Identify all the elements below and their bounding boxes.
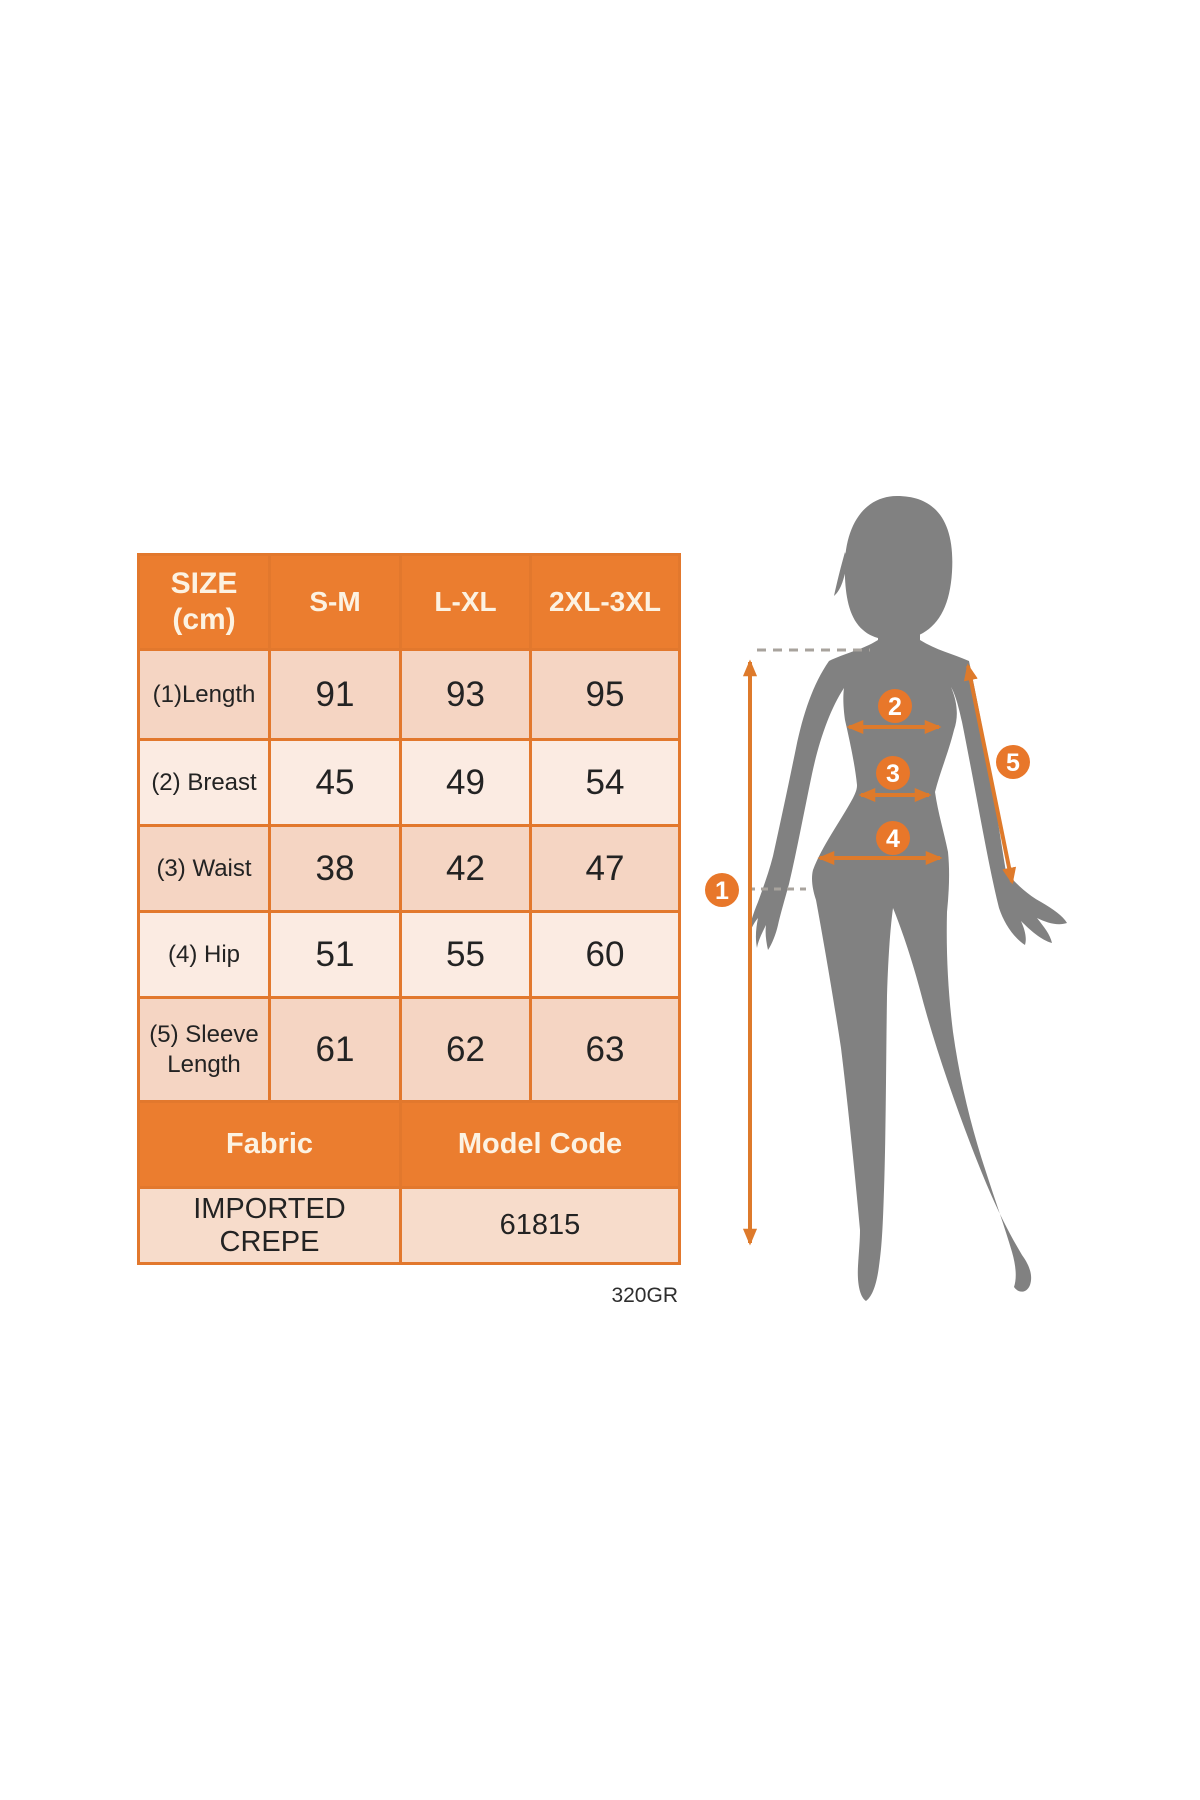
table-footer-data-row: IMPORTED CREPE 61815 — [137, 1186, 681, 1265]
measure-label: (3) Waist — [137, 824, 271, 913]
measure-label: (4) Hip — [137, 910, 271, 999]
measure-label: (2) Breast — [137, 738, 271, 827]
marker-3: 3 — [876, 756, 910, 790]
measure-value: 45 — [268, 738, 402, 827]
fabric-value: IMPORTED CREPE — [137, 1186, 402, 1265]
marker-circle — [996, 745, 1030, 779]
table-row-breast: (2) Breast 45 49 54 — [137, 738, 681, 827]
marker-circle — [876, 756, 910, 790]
measure-value: 38 — [268, 824, 402, 913]
column-header-2xl3xl: 2XL-3XL — [529, 553, 681, 651]
table-row-sleeve-length: (5) Sleeve Length 61 62 63 — [137, 996, 681, 1103]
measure-value: 47 — [529, 824, 681, 913]
marker-number: 2 — [888, 693, 902, 721]
weight-note: 320GR — [611, 1284, 678, 1307]
fabric-header: Fabric — [137, 1100, 402, 1189]
measure-value: 62 — [399, 996, 532, 1103]
measure-value: 51 — [268, 910, 402, 999]
body-measurement-figure: 1 2 3 4 5 — [705, 496, 1067, 1301]
measure-value: 49 — [399, 738, 532, 827]
column-header-sm: S-M — [268, 553, 402, 651]
sleeve-arrow — [963, 663, 1017, 885]
table-row-hip: (4) Hip 51 55 60 — [137, 910, 681, 999]
measure-value: 61 — [268, 996, 402, 1103]
marker-5: 5 — [996, 745, 1030, 779]
measure-value: 55 — [399, 910, 532, 999]
table-row-waist: (3) Waist 38 42 47 — [137, 824, 681, 913]
size-table: SIZE (cm) S-M L-XL 2XL-3XL (1)Length 91 … — [137, 553, 681, 1265]
marker-1: 1 — [705, 873, 739, 907]
measure-label: (1)Length — [137, 648, 271, 741]
measure-label: (5) Sleeve Length — [137, 996, 271, 1103]
measure-value: 63 — [529, 996, 681, 1103]
table-row-length: (1)Length 91 93 95 — [137, 648, 681, 741]
marker-4: 4 — [876, 821, 910, 855]
marker-circle — [705, 873, 739, 907]
silhouette-head — [834, 496, 953, 641]
table-footer-header-row: Fabric Model Code — [137, 1100, 681, 1189]
size-unit-header: SIZE (cm) — [137, 553, 271, 651]
marker-number: 3 — [886, 760, 900, 788]
measure-value: 60 — [529, 910, 681, 999]
model-code-header: Model Code — [399, 1100, 681, 1189]
marker-circle — [878, 689, 912, 723]
measure-value: 93 — [399, 648, 532, 741]
column-header-lxl: L-XL — [399, 553, 532, 651]
measure-value: 42 — [399, 824, 532, 913]
marker-2: 2 — [878, 689, 912, 723]
model-code-value: 61815 — [399, 1186, 681, 1265]
measure-value: 95 — [529, 648, 681, 741]
measure-value: 54 — [529, 738, 681, 827]
marker-number: 5 — [1006, 749, 1020, 777]
marker-number: 1 — [715, 877, 729, 905]
marker-circle — [876, 821, 910, 855]
measure-value: 91 — [268, 648, 402, 741]
female-silhouette — [748, 496, 1067, 1301]
marker-number: 4 — [886, 825, 900, 853]
size-table-header-row: SIZE (cm) S-M L-XL 2XL-3XL — [137, 553, 681, 651]
